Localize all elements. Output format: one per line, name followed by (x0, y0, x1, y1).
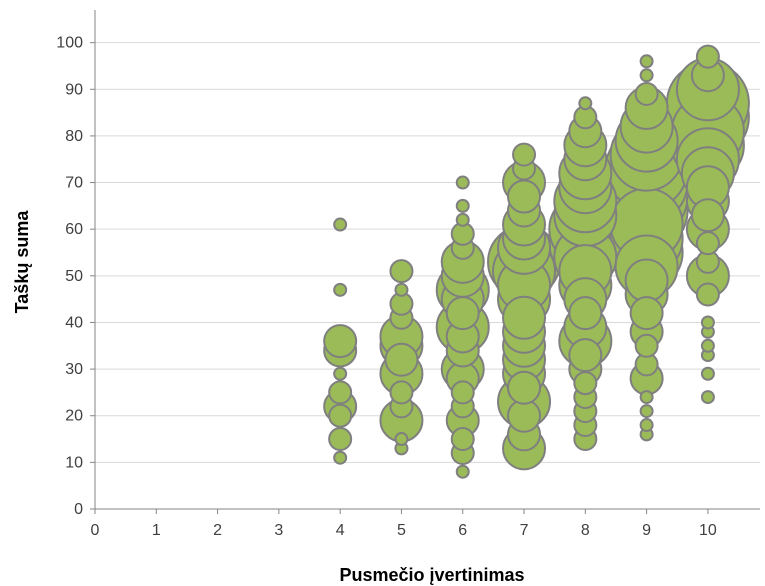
x-tick-label: 1 (152, 522, 161, 539)
y-tick-label: 90 (65, 81, 83, 98)
x-axis-title: Pusmečio įvertinimas (339, 565, 524, 585)
x-tick-label: 2 (213, 522, 222, 539)
bubble-point (700, 338, 715, 353)
x-tick-label: 7 (520, 522, 529, 539)
y-tick-label: 40 (65, 314, 83, 331)
bubble-point (639, 68, 654, 83)
bubble-point (394, 432, 409, 447)
bubble-point (578, 96, 593, 111)
bubble-point (455, 198, 470, 213)
bubble-point (690, 198, 725, 233)
bubble-point (507, 179, 542, 214)
bubble-point (568, 338, 603, 373)
y-tick-label: 10 (65, 454, 83, 471)
bubble-point (573, 371, 598, 396)
y-tick-label: 100 (56, 35, 83, 52)
bubble-point (328, 403, 353, 428)
bubble-point (384, 342, 419, 377)
bubble-point (624, 258, 669, 303)
bubble-point (695, 231, 720, 256)
bubble-point (333, 366, 348, 381)
bubble-point (394, 282, 409, 297)
y-tick-label: 50 (65, 268, 83, 285)
bubble-point (333, 217, 348, 232)
bubble-point (445, 296, 480, 331)
bubble-point (323, 324, 358, 359)
x-tick-label: 3 (274, 522, 283, 539)
bubble-point (695, 282, 720, 307)
x-tick-label: 5 (397, 522, 406, 539)
bubble-point (700, 390, 715, 405)
bubble-point (639, 404, 654, 419)
bubble-point (333, 450, 348, 465)
x-tick-label: 10 (699, 522, 717, 539)
y-tick-label: 80 (65, 128, 83, 145)
bubble-point (389, 259, 414, 284)
x-tick-label: 0 (91, 522, 100, 539)
bubble-point (512, 142, 537, 167)
x-tick-label: 4 (336, 522, 345, 539)
bubble-point (455, 212, 470, 227)
gridlines (95, 42, 760, 463)
bubble-point (634, 81, 659, 106)
y-tick-label: 0 (74, 501, 83, 518)
y-tick-label: 70 (65, 175, 83, 192)
bubble-point (328, 427, 353, 452)
bubble-point (639, 54, 654, 69)
bubble-point (629, 296, 664, 331)
bubble-point (695, 44, 720, 69)
bubble-point (389, 380, 414, 405)
y-tick-label: 30 (65, 361, 83, 378)
bubble-point (450, 427, 475, 452)
bubble-point (507, 370, 542, 405)
bubble-point (700, 315, 715, 330)
bubble-point (634, 333, 659, 358)
x-tick-labels: 0 1 2 3 4 5 6 7 8 9 10 (91, 509, 717, 539)
bubble-point (455, 175, 470, 190)
y-tick-label: 60 (65, 221, 83, 238)
bubble-point (328, 380, 353, 405)
y-axis-title: Taškų suma (12, 210, 32, 314)
axes (94, 10, 760, 510)
y-tick-labels: 0 10 20 30 40 50 60 70 80 90 100 (56, 35, 95, 518)
bubble-point (568, 296, 603, 331)
bubble-point (502, 295, 547, 340)
x-tick-label: 8 (581, 522, 590, 539)
bubble-point (333, 282, 348, 297)
bubble-point (639, 418, 654, 433)
bubbles-layer (323, 44, 750, 479)
x-tick-label: 9 (642, 522, 651, 539)
bubble-point (639, 390, 654, 405)
y-tick-label: 20 (65, 408, 83, 425)
bubble-point (450, 380, 475, 405)
bubble-point (700, 366, 715, 381)
bubble-point (455, 464, 470, 479)
x-tick-label: 6 (458, 522, 467, 539)
